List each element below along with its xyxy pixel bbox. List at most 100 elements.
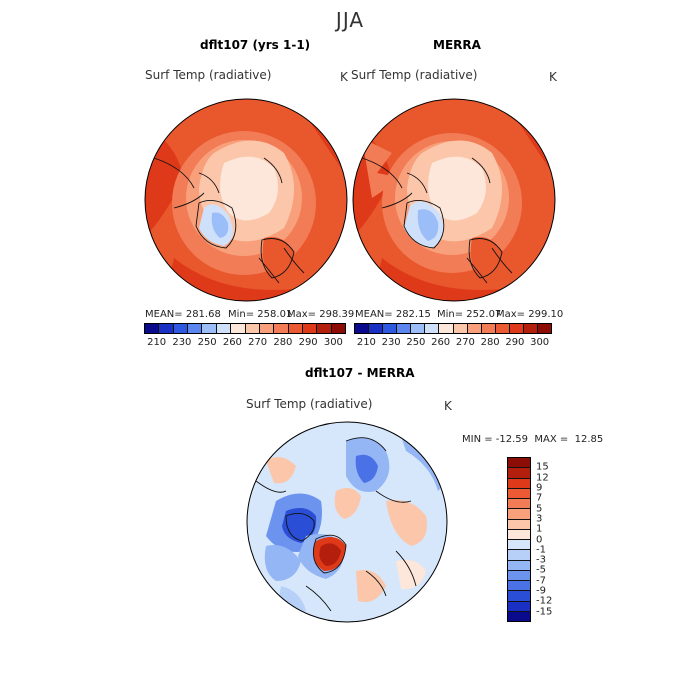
obs-colorbar-tick-label: 230	[381, 337, 401, 348]
model-colorbar-swatch	[173, 324, 189, 333]
model-max-stat: Max= 298.39	[287, 309, 355, 320]
diff-colorbar-swatch	[508, 601, 530, 612]
obs-colorbar-swatch	[467, 324, 482, 333]
obs-min-stat: Min= 252.07	[437, 309, 502, 320]
model-colorbar-swatch	[274, 324, 289, 333]
obs-colorbar-swatch	[411, 324, 426, 333]
obs-colorbar-ticks: 210 230 250 260 270 280 290 300	[354, 337, 552, 351]
model-colorbar-ticks: 210 230 250 260 270 280 290 300	[144, 337, 346, 351]
model-colorbar	[144, 323, 346, 334]
obs-colorbar-swatch	[509, 324, 524, 333]
model-colorbar-swatch	[145, 324, 160, 333]
model-colorbar-tick-label: 230	[172, 337, 192, 348]
model-colorbar-swatch	[159, 324, 174, 333]
diff-units-label: K	[444, 399, 452, 413]
obs-colorbar-tick-label: 210	[356, 337, 376, 348]
diff-panel-title: dflt107 - MERRA	[305, 366, 415, 380]
obs-panel-title: MERRA	[433, 38, 481, 52]
obs-colorbar-tick-label: 260	[431, 337, 451, 348]
model-colorbar-tick-label: 260	[222, 337, 242, 348]
diff-polar-map	[246, 421, 448, 623]
obs-colorbar-swatch	[425, 324, 440, 333]
diff-colorbar-tick-label: 7	[536, 492, 543, 504]
diff-colorbar-tick-label: 3	[536, 513, 543, 525]
model-colorbar-tick-label: 250	[197, 337, 217, 348]
model-colorbar-swatch	[216, 324, 232, 333]
diff-colorbar-swatch	[508, 458, 530, 469]
diff-colorbar-tick-label: 9	[536, 482, 543, 494]
model-colorbar-tick-label: 280	[273, 337, 293, 348]
diff-colorbar-tick-label: -9	[536, 585, 546, 597]
obs-colorbar	[354, 323, 552, 334]
obs-colorbar-swatch	[355, 324, 370, 333]
model-colorbar-swatch	[202, 324, 217, 333]
model-colorbar-swatch	[317, 324, 332, 333]
obs-colorbar-swatch	[383, 324, 398, 333]
obs-colorbar-swatch	[538, 324, 552, 333]
diff-colorbar-tick-label: 12	[536, 472, 549, 484]
diff-colorbar-swatch	[508, 591, 530, 602]
diff-colorbar-swatch	[508, 560, 530, 571]
diff-colorbar-tick-label: -15	[536, 606, 553, 618]
obs-mean-stat: MEAN= 282.15	[355, 309, 431, 320]
obs-units-label: K	[549, 70, 557, 84]
diff-colorbar-tick-label: 0	[536, 534, 543, 545]
model-polar-map	[144, 98, 348, 302]
model-panel-title: dflt107 (yrs 1-1)	[200, 38, 311, 52]
obs-colorbar-swatch	[495, 324, 510, 333]
obs-polar-map	[352, 98, 556, 302]
diff-minmax-stat: MIN = -12.59 MAX = 12.85	[462, 434, 604, 445]
model-mean-stat: MEAN= 281.68	[145, 309, 221, 320]
diff-colorbar-tick-label: -12	[536, 595, 553, 607]
obs-colorbar-tick-label: 290	[505, 337, 525, 348]
diff-colorbar-tick-label: -5	[536, 564, 546, 576]
diff-colorbar-swatch	[508, 468, 530, 479]
obs-colorbar-tick-label: 280	[480, 337, 500, 348]
model-colorbar-swatch	[245, 324, 260, 333]
obs-colorbar-swatch	[523, 324, 539, 333]
model-colorbar-swatch	[302, 324, 318, 333]
model-units-label: K	[340, 70, 348, 84]
diff-colorbar-swatch	[508, 488, 530, 499]
diff-colorbar-swatch	[508, 611, 530, 621]
diff-colorbar-swatch	[508, 499, 530, 510]
obs-colorbar-tick-label: 270	[455, 337, 475, 348]
diff-colorbar-tick-label: -1	[536, 544, 546, 556]
diff-colorbar-swatch	[508, 519, 530, 530]
diff-colorbar-swatch	[508, 570, 530, 581]
obs-colorbar-tick-label: 250	[406, 337, 426, 348]
diff-colorbar-ticks: 15 12 9 7 5 3 1 0 -1 -3 -5 -7 -9 -12 -15	[536, 457, 576, 622]
obs-colorbar-swatch	[481, 324, 496, 333]
obs-colorbar-swatch	[439, 324, 454, 333]
diff-colorbar-tick-label: 1	[536, 523, 543, 535]
diff-colorbar-tick-label: 5	[536, 503, 543, 515]
diff-colorbar-tick-label: -3	[536, 554, 546, 566]
model-colorbar-swatch	[259, 324, 275, 333]
diff-colorbar-swatch	[508, 540, 530, 551]
obs-colorbar-swatch	[397, 324, 412, 333]
model-colorbar-swatch	[231, 324, 246, 333]
obs-colorbar-swatch	[369, 324, 384, 333]
diff-colorbar-tick-label: 15	[536, 461, 549, 473]
model-colorbar-tick-label: 290	[298, 337, 318, 348]
diff-colorbar-swatch	[508, 581, 530, 592]
diff-field-label: Surf Temp (radiative)	[246, 397, 373, 411]
model-colorbar-tick-label: 270	[248, 337, 268, 348]
diff-colorbar-swatch	[508, 550, 530, 561]
diff-colorbar-swatch	[508, 529, 530, 540]
obs-colorbar-tick-label: 300	[530, 337, 550, 348]
model-colorbar-tick-label: 300	[323, 337, 343, 348]
model-colorbar-tick-label: 210	[147, 337, 167, 348]
obs-field-label: Surf Temp (radiative)	[351, 68, 478, 82]
diff-colorbar	[507, 457, 531, 622]
model-colorbar-swatch	[331, 324, 346, 333]
obs-max-stat: Max= 299.10	[496, 309, 564, 320]
obs-colorbar-swatch	[453, 324, 468, 333]
model-colorbar-swatch	[188, 324, 203, 333]
model-min-stat: Min= 258.01	[228, 309, 293, 320]
diff-colorbar-tick-label: -7	[536, 575, 546, 587]
diff-colorbar-swatch	[508, 509, 530, 520]
diff-colorbar-swatch	[508, 478, 530, 489]
model-colorbar-swatch	[288, 324, 303, 333]
model-field-label: Surf Temp (radiative)	[145, 68, 272, 82]
